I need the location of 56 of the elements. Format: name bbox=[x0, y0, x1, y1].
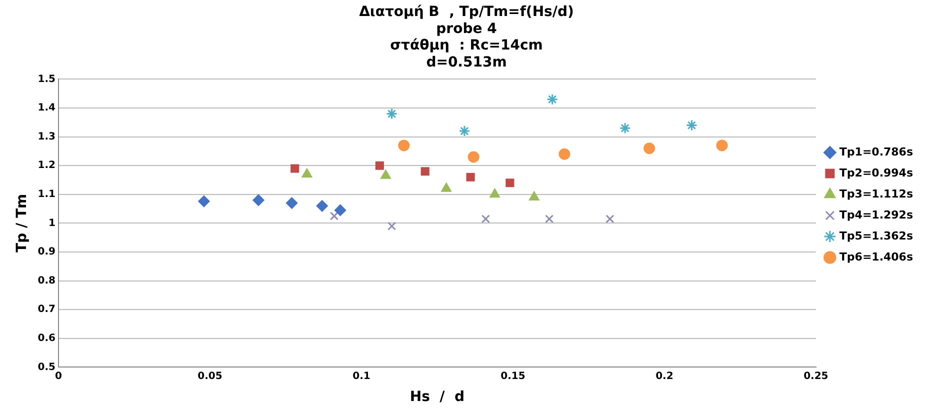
y-tick-label: 0.7 bbox=[38, 304, 56, 316]
y-tick-label: 1 bbox=[48, 218, 56, 229]
point bbox=[506, 178, 514, 188]
point bbox=[716, 140, 728, 152]
point bbox=[686, 120, 698, 132]
y-tick-label: 1.3 bbox=[38, 131, 56, 142]
point bbox=[330, 212, 338, 220]
point bbox=[290, 164, 300, 173]
point bbox=[529, 192, 540, 201]
y-tick-label: 1.2 bbox=[38, 160, 56, 172]
legend-label: Tp4=1.292s bbox=[839, 208, 914, 222]
legend-label: Tp1=0.786s bbox=[839, 145, 914, 158]
y-tick-label: 0.8 bbox=[38, 275, 56, 286]
y-tick-label: 0.6 bbox=[38, 332, 56, 344]
point bbox=[441, 182, 452, 192]
y-tick-label: 0.5 bbox=[38, 362, 56, 373]
x-tick-label: 0 bbox=[55, 370, 62, 382]
x-tick-label: 0.1 bbox=[352, 370, 370, 382]
point bbox=[546, 94, 558, 106]
point bbox=[545, 214, 554, 224]
point bbox=[302, 168, 312, 178]
legend-label: Tp2=0.994s bbox=[839, 166, 914, 180]
point bbox=[286, 197, 298, 209]
legend-label: Tp5=1.362s bbox=[839, 229, 914, 242]
chart-title: Διατομή Β , Tp/Tm=f(Hs/d) probe 4 στάθμη : Rc=14cm d=0.513m bbox=[359, 4, 574, 70]
x-tick-label: 0.15 bbox=[500, 370, 526, 382]
point bbox=[481, 214, 490, 224]
legend-label: Tp6=1.406s bbox=[839, 250, 914, 264]
point bbox=[558, 148, 570, 160]
y-tick-label: 0.9 bbox=[38, 246, 56, 258]
y-tick-label: 1.4 bbox=[38, 102, 56, 114]
point bbox=[198, 196, 210, 208]
point bbox=[490, 188, 500, 198]
point bbox=[386, 108, 398, 120]
point bbox=[380, 170, 391, 179]
y-axis-title: Tp / Tm bbox=[14, 194, 30, 252]
point bbox=[466, 172, 475, 182]
legend-label: Tp3=1.112s bbox=[839, 187, 914, 200]
x-tick-label: 0.05 bbox=[198, 370, 222, 382]
point bbox=[334, 204, 346, 216]
point bbox=[458, 125, 470, 137]
y-tick-label: 1.5 bbox=[38, 74, 56, 85]
x-axis-title: Hs / d bbox=[410, 389, 465, 406]
point bbox=[619, 122, 631, 134]
x-tick-label: 0.2 bbox=[656, 370, 674, 382]
point bbox=[316, 200, 328, 212]
point bbox=[387, 222, 396, 230]
y-tick-label: 1.1 bbox=[38, 188, 56, 200]
x-tick-label: 0.25 bbox=[804, 370, 828, 382]
point bbox=[606, 214, 614, 224]
point bbox=[375, 161, 384, 170]
point bbox=[644, 142, 656, 154]
point bbox=[420, 167, 430, 176]
point bbox=[252, 194, 264, 206]
point bbox=[468, 151, 480, 163]
point bbox=[398, 140, 410, 152]
